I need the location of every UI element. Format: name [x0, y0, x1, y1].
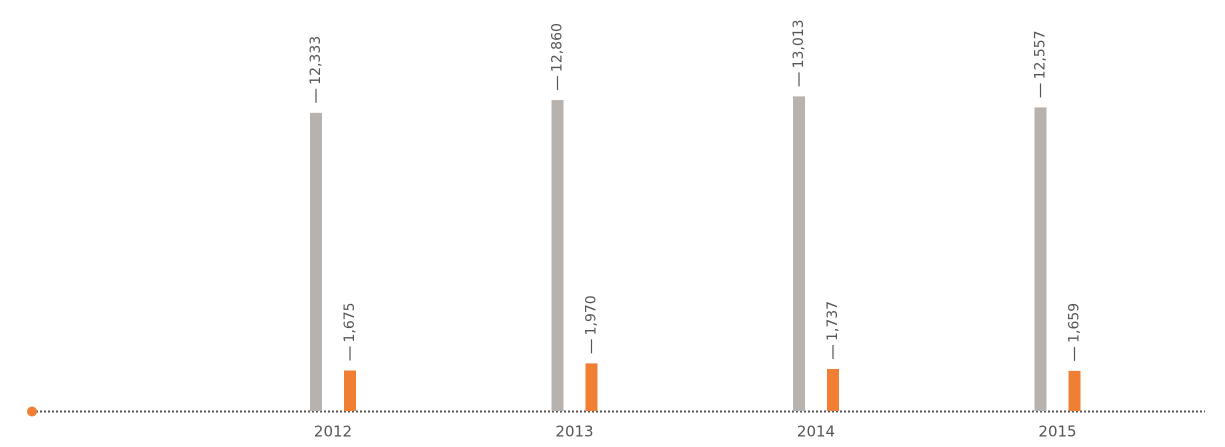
- bar: [585, 363, 598, 411]
- bar: [1068, 370, 1081, 411]
- value-label: 1,675: [342, 302, 358, 342]
- bar: [793, 96, 805, 411]
- x-tick-label: 2013: [555, 423, 593, 441]
- value-label: 1,659: [1067, 303, 1083, 343]
- value-label: 13,013: [791, 19, 807, 68]
- value-label: 1,970: [584, 295, 600, 335]
- bar: [1034, 107, 1047, 411]
- bar: [827, 369, 839, 411]
- value-label: 12,860: [550, 23, 566, 72]
- x-tick-label: 2014: [797, 423, 835, 441]
- x-tick-label: 2015: [1038, 423, 1076, 441]
- x-tick-label: 2012: [314, 423, 352, 441]
- bar: [344, 370, 356, 411]
- value-label: 12,557: [1033, 30, 1049, 79]
- bar: [551, 100, 564, 412]
- value-label: 12,333: [308, 36, 324, 85]
- bar: [310, 112, 322, 411]
- value-label: 1,737: [825, 301, 841, 341]
- baseline-dot: [27, 406, 37, 417]
